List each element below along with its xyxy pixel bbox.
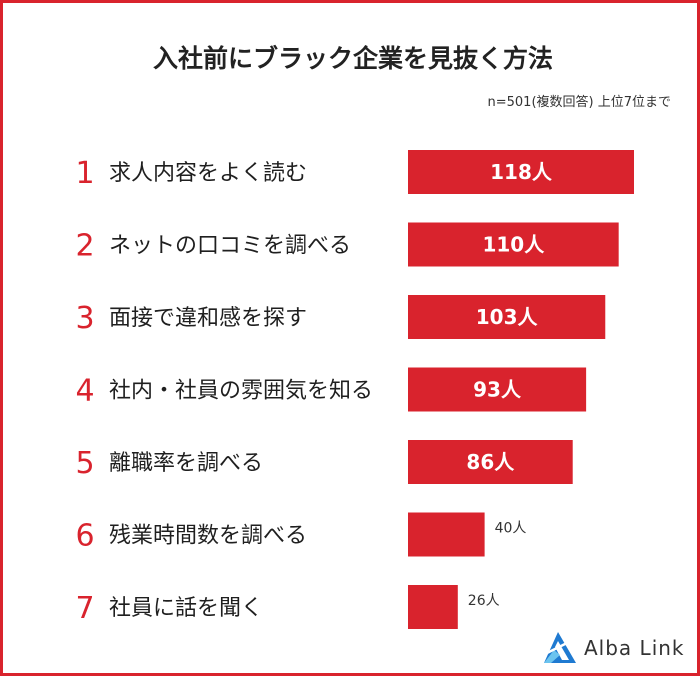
category-label: 社員に話を聞く [109,596,263,621]
chart-title: 入社前にブラック企業を見抜く方法 [152,44,553,73]
value-label: 118人 [490,160,553,184]
bar [408,295,606,339]
value-label: 110人 [482,233,545,257]
value-label: 40人 [495,521,527,537]
rank-number: 7 [75,591,94,626]
sample-note: n=501(複数回答) 上位7位まで [487,95,672,110]
bar-chart: 1 求人内容をよく読む 118人 2 ネットの口コミを調べる 110人 3 面接で違和感を探す… [75,150,634,629]
bar [408,585,458,629]
rank-number: 2 [75,229,94,264]
alba-link-logo-icon [542,632,576,663]
bar [408,512,485,557]
category-label: ネットの口コミを調べる [109,234,351,259]
category-label: 面接で違和感を探す [109,306,307,331]
brand-logo: Alba Link [540,631,690,667]
category-label: 社内・社員の雰囲気を知る [109,379,373,404]
category-label: 求人内容をよく読む [109,161,307,186]
rank-number: 3 [75,301,94,336]
rank-number: 5 [75,446,94,481]
bar [408,367,587,412]
logo-text: Alba Link [584,636,685,660]
bar [408,440,573,484]
bar [408,150,634,194]
value-label: 103人 [476,305,539,329]
category-label: 離職率を調べる [109,451,263,476]
category-label: 残業時間数を調べる [109,524,307,549]
rank-number: 1 [75,156,94,191]
rank-number: 4 [75,374,94,409]
value-label: 93人 [473,378,522,402]
value-label: 26人 [468,593,500,609]
value-label: 86人 [466,450,515,474]
bar [408,222,619,267]
rank-number: 6 [75,519,94,554]
